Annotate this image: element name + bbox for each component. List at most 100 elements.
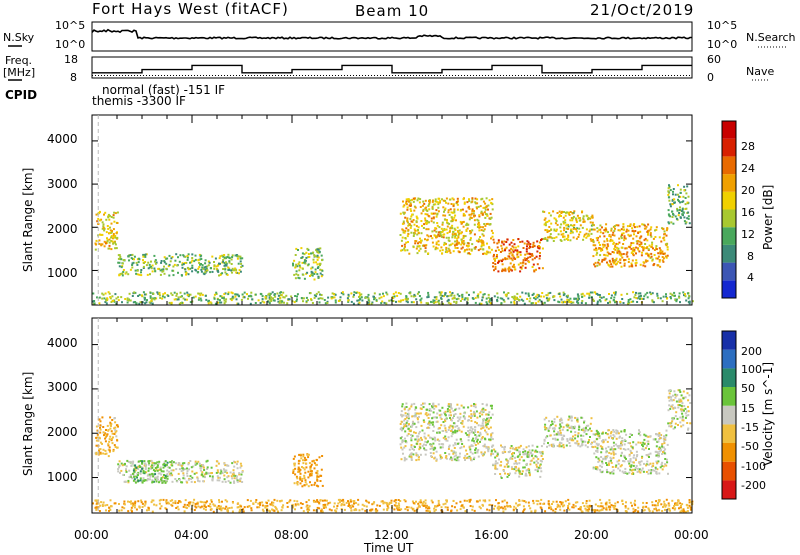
velocity-cell bbox=[409, 449, 411, 451]
power-cell bbox=[544, 302, 546, 304]
velocity-cell bbox=[646, 502, 648, 504]
power-cell bbox=[107, 216, 109, 218]
velocity-cell bbox=[586, 425, 588, 427]
power-cell bbox=[483, 230, 485, 232]
power-cell bbox=[659, 236, 661, 238]
velocity-cell bbox=[432, 424, 434, 426]
power-cell bbox=[404, 232, 406, 234]
power-cell bbox=[482, 297, 484, 299]
velocity-cell bbox=[457, 457, 459, 459]
power-cell bbox=[673, 292, 675, 294]
velocity-cell bbox=[552, 501, 554, 503]
power-cell bbox=[124, 298, 126, 300]
power-cell bbox=[495, 250, 497, 252]
velocity-cell bbox=[560, 434, 562, 436]
power-cell bbox=[136, 264, 138, 266]
velocity-cell bbox=[114, 421, 116, 423]
velocity-cell bbox=[457, 443, 459, 445]
velocity-cell bbox=[577, 435, 579, 437]
power-cell bbox=[308, 256, 310, 258]
velocity-cell bbox=[637, 442, 639, 444]
velocity-cell bbox=[404, 408, 406, 410]
power-cell bbox=[402, 201, 404, 203]
power-cell bbox=[575, 218, 577, 220]
velocity-cell bbox=[527, 452, 529, 454]
velocity-cell bbox=[99, 437, 101, 439]
power-cell bbox=[92, 293, 94, 295]
power-cell bbox=[95, 244, 97, 246]
power-cell bbox=[106, 231, 108, 233]
power-cell bbox=[680, 192, 682, 194]
power-cell bbox=[666, 298, 668, 300]
power-cell bbox=[644, 243, 646, 245]
power-cell bbox=[614, 228, 616, 230]
velocity-cell bbox=[519, 470, 521, 472]
velocity-cell bbox=[511, 445, 513, 447]
velocity-cell bbox=[488, 428, 490, 430]
power-cell bbox=[612, 251, 614, 253]
velocity-cell bbox=[448, 414, 450, 416]
velocity-cell bbox=[410, 437, 412, 439]
power-cell bbox=[231, 272, 233, 274]
velocity-cell bbox=[434, 440, 436, 442]
velocity-cell bbox=[484, 430, 486, 432]
power-cell bbox=[230, 269, 232, 271]
power-cell bbox=[613, 248, 615, 250]
power-cell bbox=[466, 249, 468, 251]
power-cell bbox=[643, 295, 645, 297]
velocity-cell bbox=[442, 443, 444, 445]
power-cell bbox=[104, 212, 106, 214]
power-cell bbox=[469, 208, 471, 210]
power-cell bbox=[678, 196, 680, 198]
power-cell bbox=[515, 298, 517, 300]
power-cell bbox=[454, 297, 456, 299]
velocity-cell bbox=[133, 469, 135, 471]
velocity-cell bbox=[105, 429, 107, 431]
velocity-cell bbox=[308, 485, 310, 487]
power-cell bbox=[560, 230, 562, 232]
velocity-cell bbox=[489, 509, 491, 511]
power-cell bbox=[117, 212, 119, 214]
power-cell bbox=[227, 267, 229, 269]
power-cell bbox=[300, 257, 302, 259]
power-cell bbox=[453, 295, 455, 297]
power-cell bbox=[316, 293, 318, 295]
power-cell bbox=[460, 210, 462, 212]
power-cell bbox=[622, 226, 624, 228]
velocity-cell bbox=[442, 446, 444, 448]
power-cell bbox=[407, 198, 409, 200]
power-cell bbox=[305, 257, 307, 259]
power-cell bbox=[482, 248, 484, 250]
power-cell bbox=[401, 245, 403, 247]
power-cell bbox=[540, 296, 542, 298]
velocity-cell bbox=[477, 452, 479, 454]
velocity-cell bbox=[514, 457, 516, 459]
power-cell bbox=[299, 267, 301, 269]
power-cell bbox=[676, 218, 678, 220]
power-cell bbox=[486, 197, 488, 199]
velocity-cell bbox=[449, 409, 451, 411]
power-cell bbox=[526, 298, 528, 300]
power-cell bbox=[435, 247, 437, 249]
power-cell bbox=[342, 291, 344, 293]
power-cell bbox=[585, 302, 587, 304]
power-cell bbox=[601, 248, 603, 250]
power-cell bbox=[138, 274, 140, 276]
velocity-cell bbox=[630, 466, 632, 468]
velocity-cell bbox=[609, 502, 611, 504]
velocity-cell bbox=[633, 457, 635, 459]
velocity-cell bbox=[144, 471, 146, 473]
velocity-cell bbox=[539, 476, 541, 478]
velocity-cell bbox=[151, 467, 153, 469]
velocity-cell bbox=[600, 451, 602, 453]
velocity-cell bbox=[99, 424, 101, 426]
velocity-cell bbox=[610, 449, 612, 451]
velocity-cell bbox=[135, 482, 137, 484]
power-cell bbox=[414, 224, 416, 226]
power-cell bbox=[611, 266, 613, 268]
velocity-cell bbox=[428, 435, 430, 437]
velocity-cell bbox=[469, 446, 471, 448]
velocity-cell bbox=[111, 430, 113, 432]
velocity-cell bbox=[423, 447, 425, 449]
velocity-cell bbox=[423, 421, 425, 423]
